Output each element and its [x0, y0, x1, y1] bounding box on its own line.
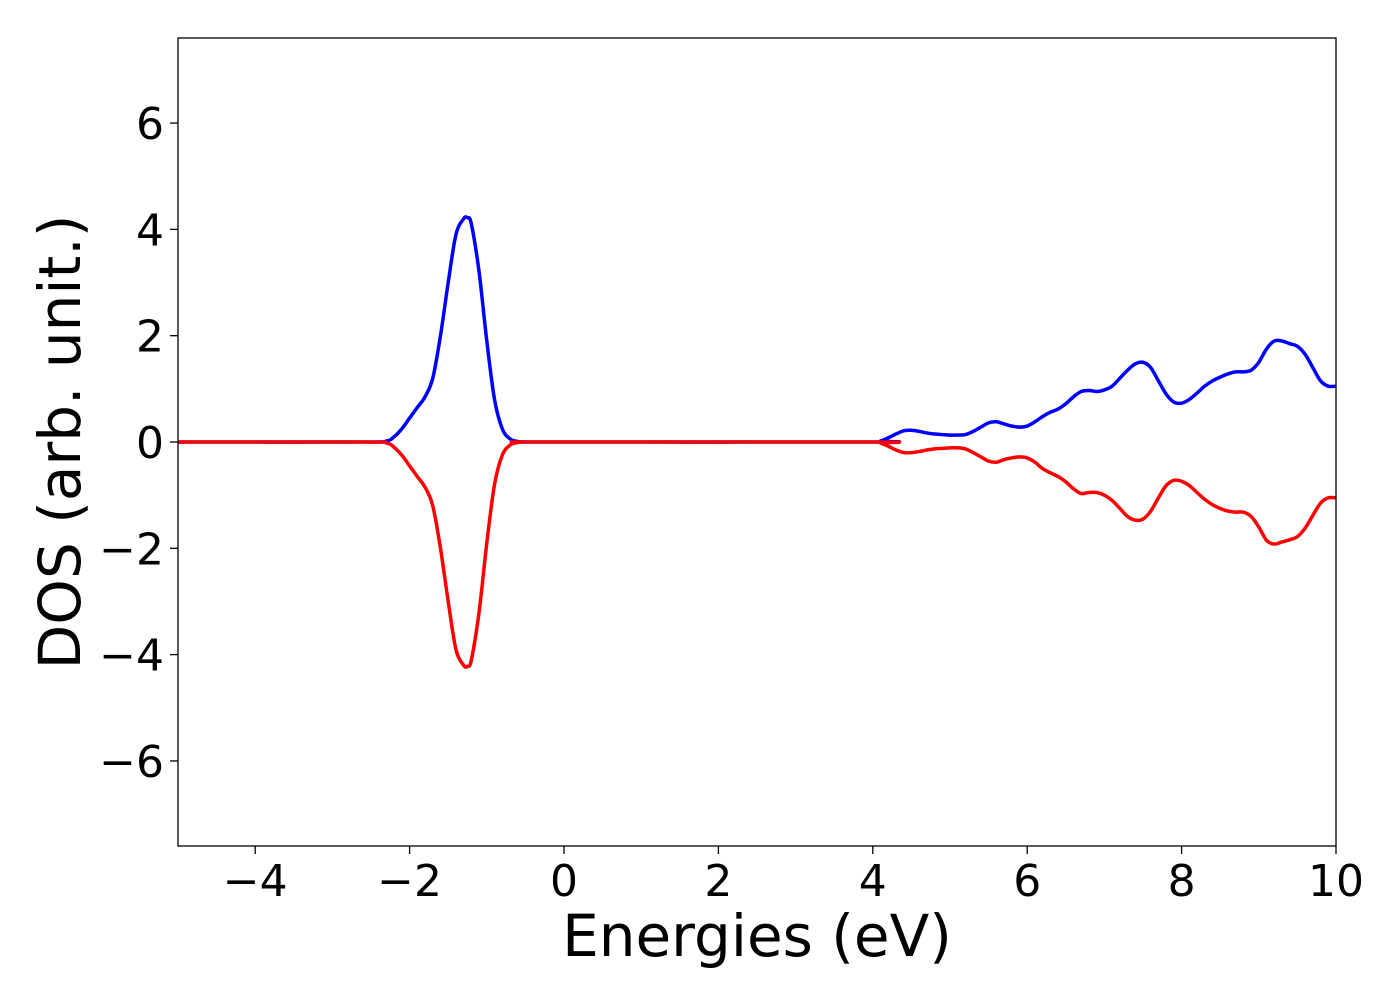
- x-tick-label: 10: [1308, 856, 1364, 907]
- y-tick-label: 4: [136, 205, 164, 256]
- y-axis-ticks: −6 −4 −2 0 2 4 6: [99, 99, 178, 788]
- y-tick-label: −2: [99, 524, 164, 575]
- dos-line-red: [177, 440, 1337, 669]
- x-tick-label: 4: [859, 856, 887, 907]
- y-tick-label: 0: [136, 418, 164, 469]
- x-tick-label: 0: [550, 856, 578, 907]
- y-tick-label: −4: [99, 631, 164, 682]
- dos-line-blue: [177, 215, 1337, 444]
- x-tick-label: −2: [377, 856, 442, 907]
- x-axis-ticks: −4 −2 0 2 4 6 8 10: [223, 846, 1364, 907]
- x-tick-label: −4: [223, 856, 288, 907]
- series-layer: [177, 215, 1337, 669]
- x-tick-label: 2: [704, 856, 732, 907]
- x-tick-label: 8: [1168, 856, 1196, 907]
- y-tick-label: −6: [99, 737, 164, 788]
- y-tick-label: 6: [136, 99, 164, 150]
- y-axis-label: DOS (arb. unit.): [26, 215, 94, 670]
- x-axis-label: Energies (eV): [562, 902, 952, 970]
- x-tick-label: 6: [1013, 856, 1041, 907]
- y-tick-label: 2: [136, 312, 164, 363]
